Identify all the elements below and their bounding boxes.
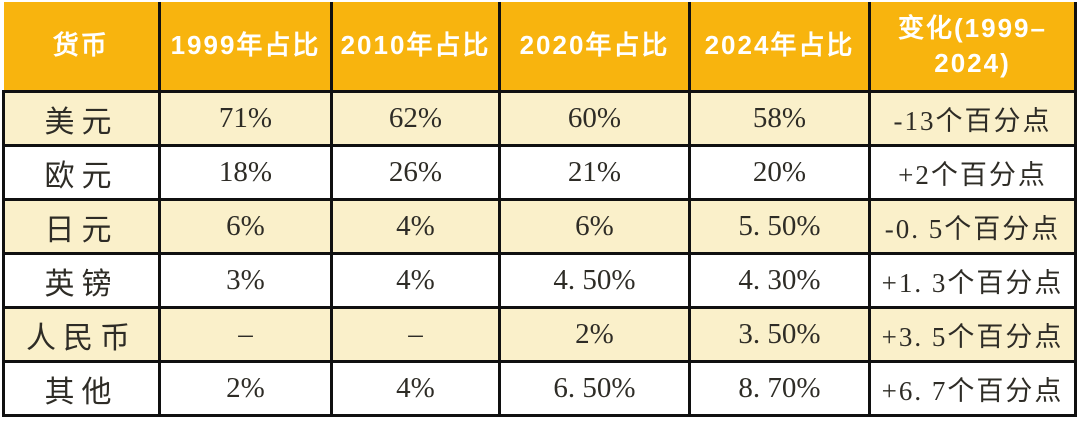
cell-2020: 21% [498,144,691,201]
cell-change: +1. 3个百分点 [868,252,1077,309]
table-row-eur: 欧元 18% 26% 21% 20% +2个百分点 [2,144,1077,201]
cell-2010: – [330,306,501,363]
cell-2010: 4% [330,252,501,309]
column-header-2024: 2024年占比 [688,2,871,93]
cell-1999: 3% [158,252,333,309]
cell-2020: 4. 50% [498,252,691,309]
cell-2024: 3. 50% [688,306,871,363]
cell-change: -0. 5个百分点 [868,198,1077,255]
cell-currency: 人民币 [2,306,161,363]
cell-2024: 8. 70% [688,360,871,417]
cell-2024: 58% [688,90,871,147]
cell-change: +2个百分点 [868,144,1077,201]
cell-2010: 62% [330,90,501,147]
cell-1999: 2% [158,360,333,417]
cell-2024: 20% [688,144,871,201]
cell-change: -13个百分点 [868,90,1077,147]
currency-share-table: 货币 1999年占比 2010年占比 2020年占比 2024年占比 变化(19… [2,2,1077,417]
cell-2024: 4. 30% [688,252,871,309]
cell-2020: 6% [498,198,691,255]
table-row-jpy: 日元 6% 4% 6% 5. 50% -0. 5个百分点 [2,198,1077,255]
cell-1999: 18% [158,144,333,201]
table-row-usd: 美元 71% 62% 60% 58% -13个百分点 [2,90,1077,147]
cell-2010: 4% [330,198,501,255]
table-row-cny: 人民币 – – 2% 3. 50% +3. 5个百分点 [2,306,1077,363]
cell-2010: 4% [330,360,501,417]
cell-1999: 6% [158,198,333,255]
cell-currency: 日元 [2,198,161,255]
cell-currency: 其他 [2,360,161,417]
cell-currency: 欧元 [2,144,161,201]
cell-1999: – [158,306,333,363]
column-header-2010: 2010年占比 [330,2,501,93]
cell-change: +6. 7个百分点 [868,360,1077,417]
header-row: 货币 1999年占比 2010年占比 2020年占比 2024年占比 变化(19… [3,2,1077,93]
cell-currency: 英镑 [2,252,161,309]
cell-2020: 6. 50% [498,360,691,417]
cell-2020: 60% [498,90,691,147]
table-row-other: 其他 2% 4% 6. 50% 8. 70% +6. 7个百分点 [2,360,1077,417]
cell-currency: 美元 [2,90,161,147]
cell-2024: 5. 50% [688,198,871,255]
column-header-change: 变化(1999– 2024) [868,2,1077,93]
cell-2010: 26% [330,144,501,201]
cell-1999: 71% [158,90,333,147]
cell-2020: 2% [498,306,691,363]
table-row-gbp: 英镑 3% 4% 4. 50% 4. 30% +1. 3个百分点 [2,252,1077,309]
cell-change: +3. 5个百分点 [868,306,1077,363]
column-header-1999: 1999年占比 [158,2,333,93]
column-header-currency: 货币 [3,2,161,93]
column-header-2020: 2020年占比 [498,2,691,93]
